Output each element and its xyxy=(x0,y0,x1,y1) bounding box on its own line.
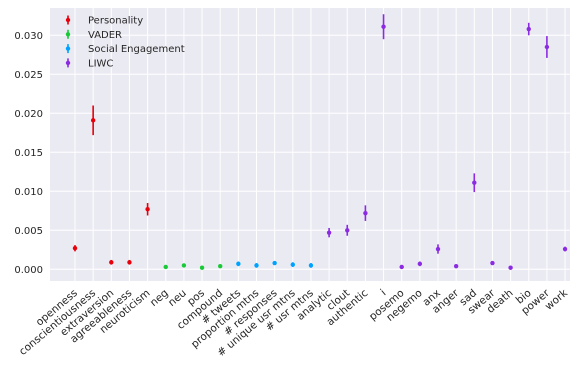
data-point xyxy=(290,262,295,267)
legend-label: VADER xyxy=(88,30,122,41)
series-personality xyxy=(72,105,150,265)
series-liwc xyxy=(326,14,568,270)
legend-entry: Social Engagement xyxy=(65,44,185,55)
data-point xyxy=(417,261,423,267)
legend-entry: VADER xyxy=(65,29,122,41)
data-point xyxy=(435,246,441,252)
y-tick-label: 0.020 xyxy=(14,109,43,120)
legend-entry: Personality xyxy=(65,15,143,27)
y-tick-label: 0.030 xyxy=(14,31,43,42)
legend-label: Personality xyxy=(88,16,143,27)
grid xyxy=(50,8,570,281)
data-point xyxy=(381,24,386,29)
data-point xyxy=(109,260,114,265)
y-tick-label: 0.015 xyxy=(14,148,43,159)
legend-label: LIWC xyxy=(88,58,113,69)
x-tick-label: work xyxy=(543,287,571,313)
x-axis-ticks: opennessconscientiousnessextraversionagr… xyxy=(17,287,571,360)
data-point xyxy=(363,210,368,216)
legend-marker-dot xyxy=(65,17,71,23)
data-point xyxy=(308,263,314,268)
data-point xyxy=(72,246,78,251)
legend-marker-dot xyxy=(65,32,71,37)
data-point xyxy=(508,265,513,270)
data-point xyxy=(453,263,459,269)
y-tick-label: 0.010 xyxy=(14,187,43,198)
data-point xyxy=(90,118,96,123)
data-point xyxy=(562,246,568,252)
data-point xyxy=(181,263,187,268)
y-tick-label: 0.005 xyxy=(14,226,43,237)
data-point xyxy=(272,260,277,266)
data-point xyxy=(345,228,350,233)
data-point xyxy=(490,260,495,266)
data-point xyxy=(127,260,132,265)
legend-entry: LIWC xyxy=(65,58,113,69)
data-point xyxy=(145,207,150,212)
data-point xyxy=(236,261,241,267)
series-vader xyxy=(163,263,223,270)
data-point xyxy=(526,26,531,32)
data-point xyxy=(199,265,205,270)
plot-background xyxy=(50,8,570,281)
y-axis-ticks: 0.000 0.005 0.010 0.015 0.020 0.025 0.030 xyxy=(14,31,43,276)
data-marks xyxy=(72,14,568,270)
series-social-engagement xyxy=(236,260,314,268)
y-tick-label: 0.000 xyxy=(14,265,43,276)
data-point xyxy=(399,264,404,270)
x-tick-label: i xyxy=(379,287,389,298)
y-tick-label: 0.025 xyxy=(14,70,43,81)
data-point xyxy=(544,44,550,50)
legend: Personality VADER Social Engagement LIWC xyxy=(65,15,185,69)
legend-marker-dot xyxy=(65,46,71,51)
data-point xyxy=(254,263,259,268)
data-point xyxy=(326,230,332,235)
legend-label: Social Engagement xyxy=(88,44,185,55)
data-point xyxy=(472,180,477,185)
data-point xyxy=(218,263,223,269)
data-point xyxy=(163,264,168,270)
legend-marker-dot xyxy=(65,60,71,66)
